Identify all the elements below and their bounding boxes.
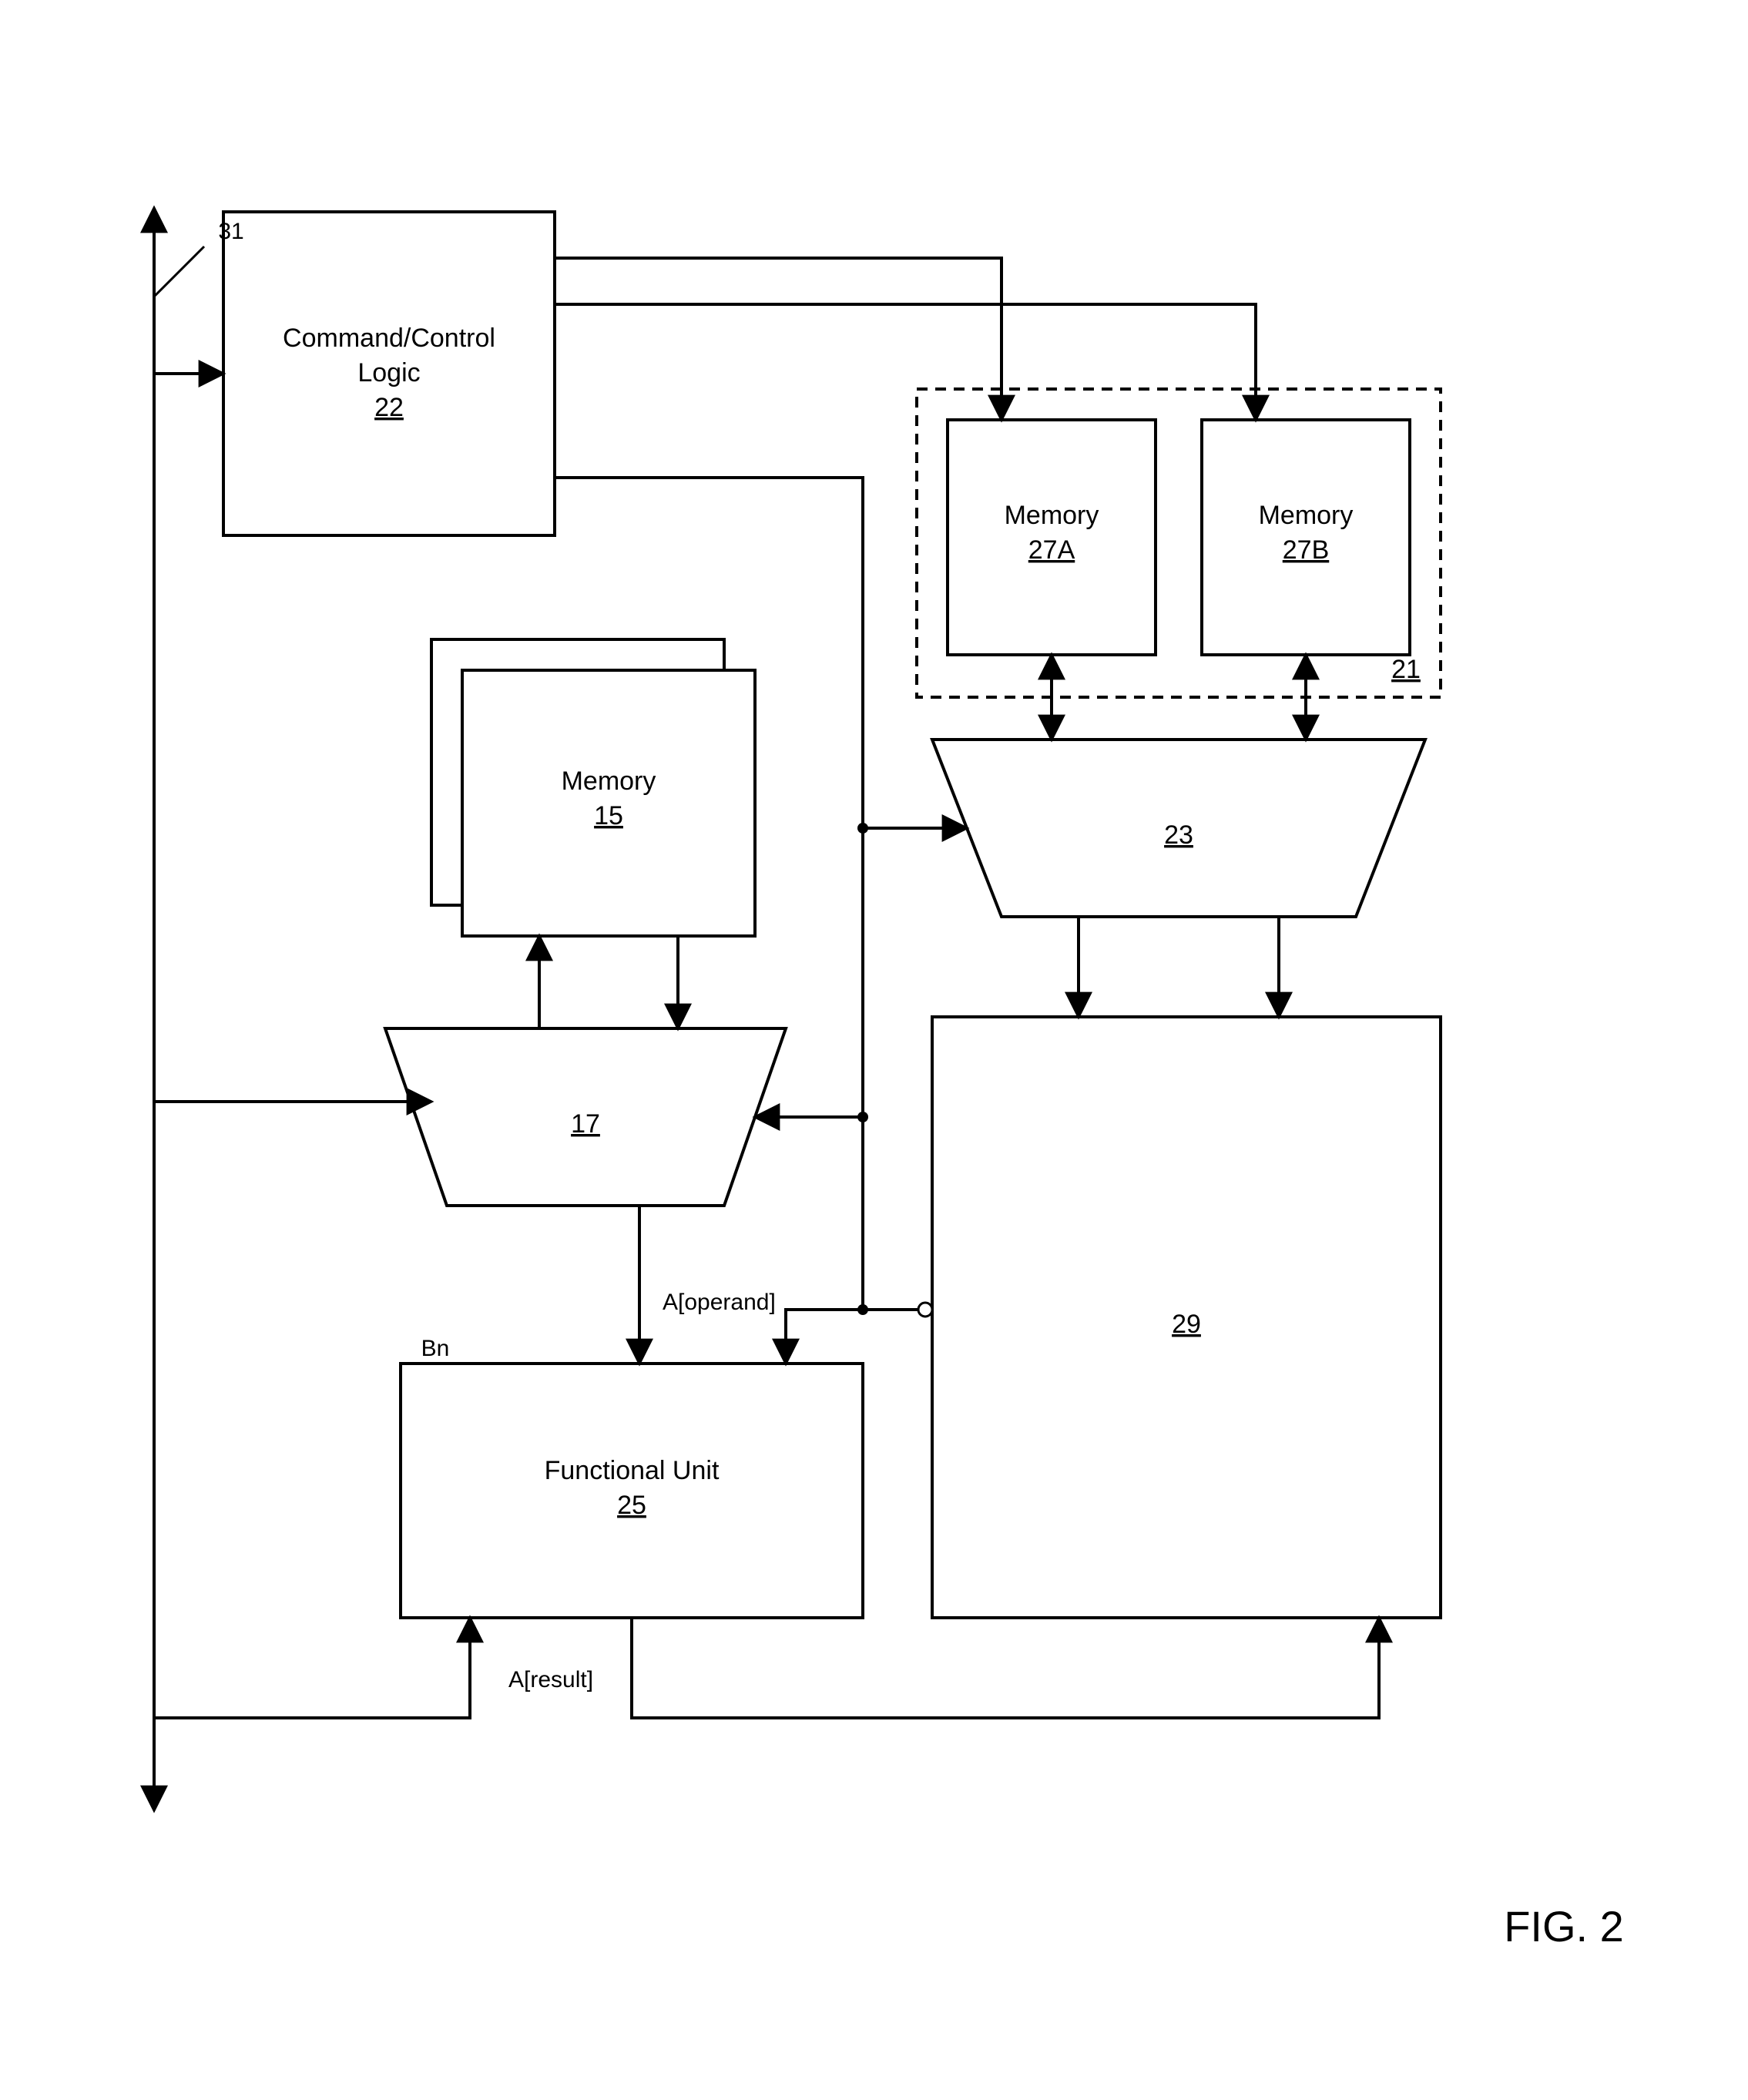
block-memory-27b: Memory 27B [1202, 420, 1410, 655]
cmd-label1: Command/Control [283, 324, 495, 353]
cmd-ref: 22 [374, 393, 404, 422]
bus31-label: 31 [218, 219, 243, 244]
fu-ref: 25 [617, 1491, 646, 1520]
a-operand-label: A[operand] [663, 1290, 776, 1315]
wire-bus-to-fu-bn [154, 1618, 470, 1718]
mux-17: 17 [385, 1028, 786, 1206]
block-memory-15: Memory 15 [431, 639, 755, 936]
block-29: 29 [932, 1017, 1441, 1618]
block-functional-unit: Functional Unit 25 [401, 1364, 863, 1618]
diagram-svg: Command/Control Logic 22 Memory 15 21 Me… [0, 0, 1748, 2100]
fu-label: Functional Unit [545, 1456, 720, 1485]
group21-ref: 21 [1391, 655, 1421, 684]
mux23-ref: 23 [1164, 820, 1193, 850]
block-memory-27a: Memory 27A [948, 420, 1156, 655]
bn-label: Bn [421, 1336, 450, 1361]
wire-fu-result: A[result] [508, 1618, 1379, 1718]
mem27a-label: Memory [1005, 501, 1099, 530]
mem15-ref: 15 [594, 801, 623, 830]
mux-23: 23 [932, 740, 1425, 917]
figure-caption: FIG. 2 [1504, 1902, 1624, 1951]
mem27a-ref: 27A [1028, 535, 1075, 565]
mux17-ref: 17 [571, 1109, 600, 1139]
inverter-bubble [918, 1303, 932, 1317]
mem27b-ref: 27B [1283, 535, 1330, 565]
mem15-label: Memory [562, 767, 656, 796]
mem27b-label: Memory [1259, 501, 1354, 530]
wire-cmd-to-27b [555, 304, 1256, 420]
cmd-label2: Logic [357, 358, 420, 387]
wire-cmd-to-27a [555, 258, 1001, 420]
block-command-control: Command/Control Logic 22 [223, 212, 555, 535]
a-result-label: A[result] [508, 1667, 593, 1692]
blk29-ref: 29 [1172, 1310, 1201, 1339]
wire-mux17-to-fu: A[operand] [639, 1206, 776, 1364]
